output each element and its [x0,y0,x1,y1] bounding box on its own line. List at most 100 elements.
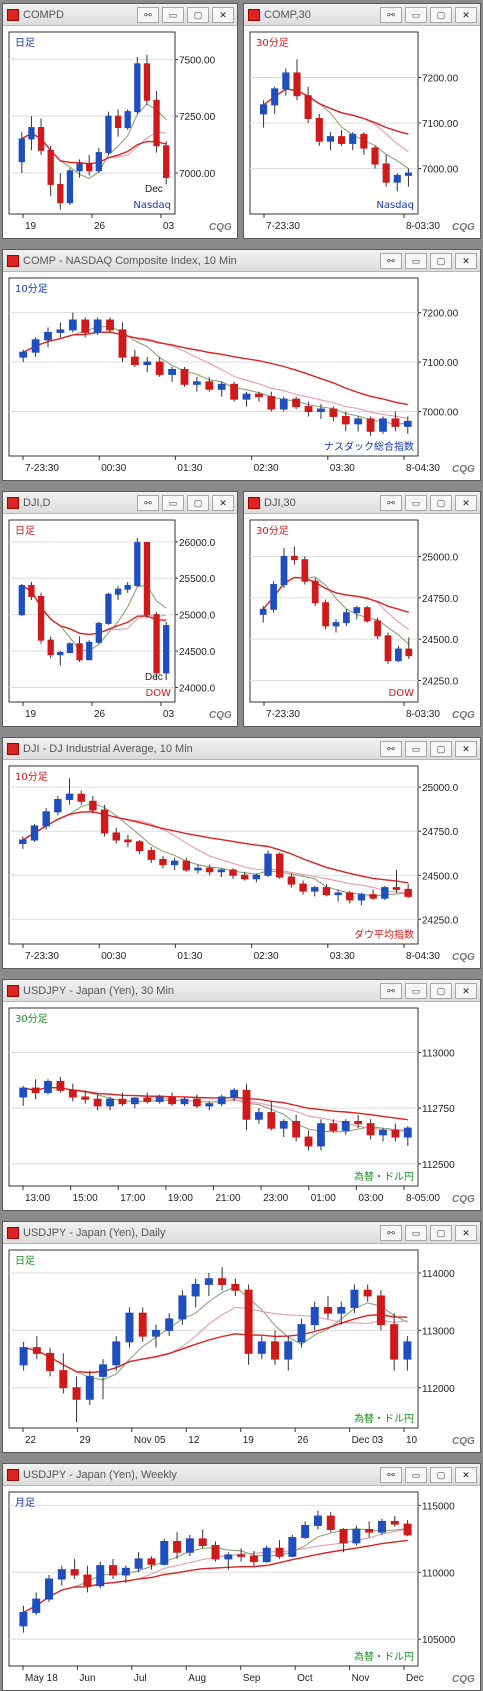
link-icon[interactable]: ⚯ [380,740,402,757]
close-button[interactable]: ✕ [455,982,477,999]
x-tick-label: Sep [243,1673,261,1684]
link-icon[interactable]: ⚯ [380,6,402,23]
candle-body [365,1528,374,1533]
maximize-button[interactable]: ▢ [430,1466,452,1483]
chart-window-dji10[interactable]: DJI - DJ Industrial Average, 10 Min ⚯ ▭ ▢ ✕ 2… [2,737,481,969]
minimize-button[interactable]: ▭ [405,1224,427,1241]
candle-body [31,1087,40,1094]
y-tick-label: 110000 [422,1568,455,1579]
candle-body [363,1289,372,1297]
chart-area[interactable]: 113000 112750 112500 13:00 15:00 17:00 19:00 21… [3,1002,478,1208]
chart-window-djid[interactable]: DJI,D ⚯ ▭ ▢ ✕ 26000.0 25500.0 25000.0 24500.0 240… [2,491,238,727]
minimize-button[interactable]: ▭ [405,494,427,511]
x-sub-label: Dec [145,672,163,683]
chart-area[interactable]: 25000.0 24750.0 24500.0 24250.0 7-23:30 8-03:… [244,514,478,724]
maximize-button[interactable]: ▢ [430,494,452,511]
maximize-button[interactable]: ▢ [430,740,452,757]
x-tick-label: 01:00 [311,1193,336,1204]
candle-body [28,127,35,140]
candle-body [192,381,201,385]
candle-body [343,612,350,624]
minimize-button[interactable]: ▭ [405,740,427,757]
chart-area[interactable]: 115000 110000 105000 May 18 Jun Jul Aug Sep Oct N… [3,1486,478,1688]
minimize-button[interactable]: ▭ [405,6,427,23]
candle-body [393,174,401,183]
title-bar[interactable]: USDJPY - Japan (Yen), Daily ⚯ ▭ ▢ ✕ [3,1222,480,1244]
link-icon[interactable]: ⚯ [380,982,402,999]
chart-area[interactable]: 7200.00 7100.00 7000.00 7-23:30 00:30 01:30 02… [3,272,478,478]
x-tick-label: 03:00 [358,1193,383,1204]
maximize-button[interactable]: ▢ [430,982,452,999]
candle-body [32,1598,41,1613]
chart-window-comp10[interactable]: COMP - NASDAQ Composite Index, 10 Min ⚯ ▭ ▢… [2,249,481,481]
link-icon[interactable]: ⚯ [380,1224,402,1241]
title-bar[interactable]: DJI,30 ⚯ ▭ ▢ ✕ [244,492,480,514]
candle-body [311,887,319,892]
close-button[interactable]: ✕ [455,1224,477,1241]
period-label: 日足 [15,1255,35,1267]
chart-window-usdjpy-weekly[interactable]: USDJPY - Japan (Yen), Weekly ⚯ ▭ ▢ ✕ 115000 11… [2,1463,481,1691]
chart-area[interactable]: 7200.00 7100.00 7000.00 7-23:30 8-03:30 30分足 N… [244,26,478,236]
close-button[interactable]: ✕ [212,6,234,23]
minimize-button[interactable]: ▭ [405,982,427,999]
link-icon[interactable]: ⚯ [380,1466,402,1483]
maximize-button[interactable]: ▢ [187,6,209,23]
y-tick-label: 24250.0 [422,676,459,687]
y-tick-label: 7000.00 [422,408,459,419]
chart-window-dji30[interactable]: DJI,30 ⚯ ▭ ▢ ✕ 25000.0 24750.0 24500.0 24250.0 7-… [243,491,481,727]
maximize-button[interactable]: ▢ [430,6,452,23]
chart-window-compd[interactable]: COMPD ⚯ ▭ ▢ ✕ 7500.00 7250.00 7000.00 19 26 03 日足 Na… [2,3,238,239]
close-button[interactable]: ✕ [212,494,234,511]
candle-body [395,648,402,662]
candle-body [275,1547,284,1557]
candle-body [99,1364,108,1377]
maximize-button[interactable]: ▢ [187,494,209,511]
link-icon[interactable]: ⚯ [380,252,402,269]
x-tick-label: 7-23:30 [266,709,300,720]
close-button[interactable]: ✕ [455,740,477,757]
maximize-button[interactable]: ▢ [430,1224,452,1241]
candle-body [260,104,268,115]
candle-body [280,555,288,586]
candle-body [18,138,25,163]
minimize-button[interactable]: ▭ [162,494,184,511]
close-button[interactable]: ✕ [455,252,477,269]
chart-area[interactable]: 25000.0 24750.0 24500.0 24250.0 7-23:30 00:30… [3,760,478,966]
close-button[interactable]: ✕ [455,494,477,511]
link-icon[interactable]: ⚯ [137,494,159,511]
title-bar[interactable]: USDJPY - Japan (Yen), 30 Min ⚯ ▭ ▢ ✕ [3,980,480,1002]
candle-body [134,1558,143,1569]
x-tick-label: 10 [406,1435,418,1446]
candle-body [153,614,160,674]
close-button[interactable]: ✕ [455,6,477,23]
link-icon[interactable]: ⚯ [380,494,402,511]
minimize-button[interactable]: ▭ [405,252,427,269]
link-icon[interactable]: ⚯ [137,6,159,23]
chart-area[interactable]: 114000 113000 112000 22 29 Nov 05 12 19 26 Dec 03… [3,1244,478,1450]
series-label: Nasdaq [376,200,414,211]
x-tick-label: Dec 03 [352,1435,384,1446]
chart-window-usdjpy-daily[interactable]: USDJPY - Japan (Yen), Daily ⚯ ▭ ▢ ✕ 114000 113… [2,1221,481,1453]
chart-area[interactable]: 26000.0 25500.0 25000.0 24500.0 24000.0 19 26 0… [3,514,235,724]
maximize-button[interactable]: ▢ [430,252,452,269]
minimize-button[interactable]: ▭ [405,1466,427,1483]
title-bar[interactable]: DJI,D ⚯ ▭ ▢ ✕ [3,492,237,514]
close-button[interactable]: ✕ [455,1466,477,1483]
title-bar[interactable]: USDJPY - Japan (Yen), Weekly ⚯ ▭ ▢ ✕ [3,1464,480,1486]
title-bar[interactable]: COMP - NASDAQ Composite Index, 10 Min ⚯ ▭ ▢… [3,250,480,272]
title-bar[interactable]: COMP,30 ⚯ ▭ ▢ ✕ [244,4,480,26]
candle-body [81,1096,90,1100]
minimize-button[interactable]: ▭ [162,6,184,23]
title-bar[interactable]: DJI - DJ Industrial Average, 10 Min ⚯ ▭ ▢ ✕ [3,738,480,760]
chart-window-usdjpy30[interactable]: USDJPY - Japan (Yen), 30 Min ⚯ ▭ ▢ ✕ 113000 11… [2,979,481,1211]
candle-body [315,117,323,142]
candle-body [211,1545,220,1560]
chart-window-comp30[interactable]: COMP,30 ⚯ ▭ ▢ ✕ 7200.00 7100.00 7000.00 7-23:30 8… [243,3,481,239]
candle-body [322,887,331,896]
candle-body [366,1123,375,1136]
title-bar[interactable]: COMPD ⚯ ▭ ▢ ✕ [3,4,237,26]
candle-body [125,1312,134,1343]
candle-body [109,1565,118,1576]
candle-body [155,1096,164,1102]
chart-area[interactable]: 7500.00 7250.00 7000.00 19 26 03 日足 Nasdaq Dec CQ… [3,26,235,236]
